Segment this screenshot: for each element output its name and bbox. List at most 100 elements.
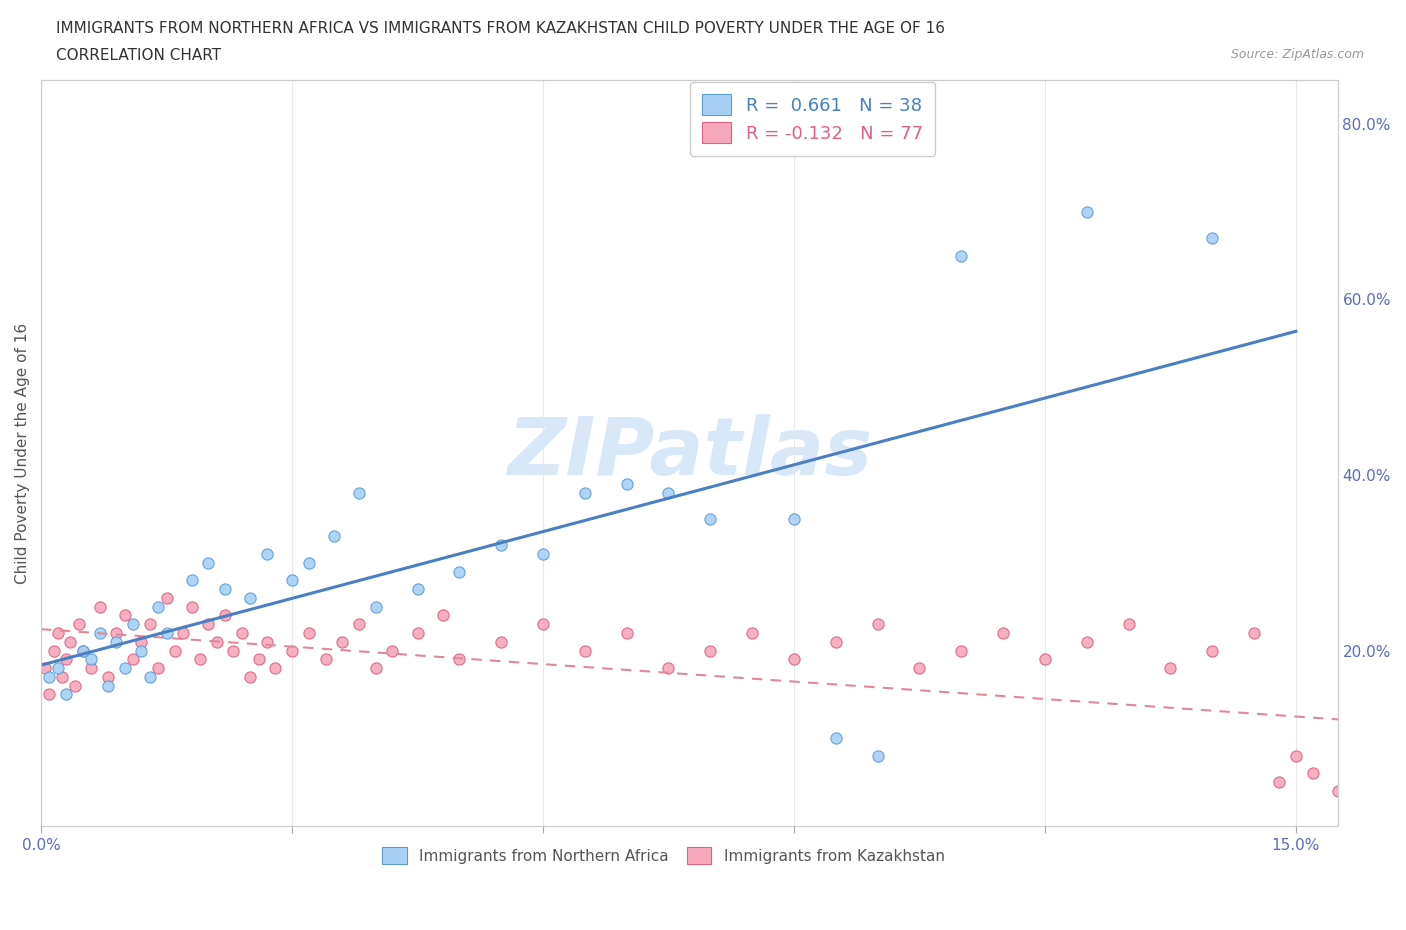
Point <box>72 643 94 658</box>
Point <box>105 634 128 649</box>
Point <box>214 608 236 623</box>
Point <box>449 652 471 667</box>
Point <box>122 652 145 667</box>
Point <box>139 617 162 631</box>
Point <box>105 626 128 641</box>
Point <box>131 634 153 649</box>
Point <box>574 485 596 500</box>
Point <box>432 608 454 623</box>
Point <box>42 643 65 658</box>
Point <box>97 670 120 684</box>
Point <box>866 617 889 631</box>
Point <box>188 652 211 667</box>
Point <box>180 573 202 588</box>
Point <box>406 581 429 596</box>
Point <box>699 643 721 658</box>
Point <box>824 634 846 649</box>
Point <box>1302 766 1324 781</box>
Point <box>222 643 245 658</box>
Point <box>616 476 638 491</box>
Point <box>908 660 931 675</box>
Point <box>55 652 77 667</box>
Point <box>114 608 136 623</box>
Point <box>80 652 103 667</box>
Text: CORRELATION CHART: CORRELATION CHART <box>56 48 221 63</box>
Point <box>489 634 512 649</box>
Point <box>46 660 69 675</box>
Point <box>1201 643 1223 658</box>
Point <box>298 626 321 641</box>
Point <box>214 581 236 596</box>
Point <box>264 660 287 675</box>
Point <box>34 660 56 675</box>
Point <box>256 634 278 649</box>
Point <box>148 660 170 675</box>
Point <box>239 670 262 684</box>
Point <box>950 643 973 658</box>
Point <box>1159 660 1181 675</box>
Point <box>657 485 679 500</box>
Point <box>489 538 512 552</box>
Point <box>991 626 1014 641</box>
Point <box>155 591 177 605</box>
Point <box>63 678 86 693</box>
Point <box>406 626 429 641</box>
Point <box>1118 617 1140 631</box>
Point <box>155 626 177 641</box>
Point <box>163 643 186 658</box>
Point <box>197 617 219 631</box>
Point <box>38 670 60 684</box>
Text: Source: ZipAtlas.com: Source: ZipAtlas.com <box>1230 48 1364 61</box>
Point <box>97 678 120 693</box>
Point <box>1243 626 1265 641</box>
Point <box>139 670 162 684</box>
Point <box>381 643 404 658</box>
Point <box>281 643 304 658</box>
Point <box>347 617 370 631</box>
Point <box>205 634 228 649</box>
Point <box>322 529 344 544</box>
Point <box>38 687 60 702</box>
Point <box>657 660 679 675</box>
Point <box>783 512 806 526</box>
Point <box>347 485 370 500</box>
Legend: Immigrants from Northern Africa, Immigrants from Kazakhstan: Immigrants from Northern Africa, Immigra… <box>377 841 950 870</box>
Point <box>1201 231 1223 246</box>
Point <box>239 591 262 605</box>
Point <box>1385 739 1406 754</box>
Point <box>364 660 387 675</box>
Text: ZIPatlas: ZIPatlas <box>508 414 872 492</box>
Point <box>247 652 270 667</box>
Point <box>59 634 82 649</box>
Point <box>1076 205 1098 219</box>
Point <box>1326 783 1348 798</box>
Point <box>950 248 973 263</box>
Point <box>1076 634 1098 649</box>
Y-axis label: Child Poverty Under the Age of 16: Child Poverty Under the Age of 16 <box>15 323 30 584</box>
Point <box>122 617 145 631</box>
Point <box>866 749 889 764</box>
Point <box>89 626 111 641</box>
Point <box>1368 775 1391 790</box>
Point <box>72 643 94 658</box>
Point <box>67 617 90 631</box>
Point <box>1285 749 1308 764</box>
Point <box>80 660 103 675</box>
Point <box>330 634 353 649</box>
Point <box>574 643 596 658</box>
Point <box>315 652 337 667</box>
Point <box>180 599 202 614</box>
Point <box>46 626 69 641</box>
Point <box>197 555 219 570</box>
Point <box>1351 757 1374 772</box>
Point <box>741 626 763 641</box>
Point <box>231 626 253 641</box>
Point <box>89 599 111 614</box>
Point <box>531 617 554 631</box>
Point <box>1268 775 1291 790</box>
Point <box>1033 652 1056 667</box>
Point <box>281 573 304 588</box>
Point <box>449 565 471 579</box>
Point <box>51 670 73 684</box>
Point <box>364 599 387 614</box>
